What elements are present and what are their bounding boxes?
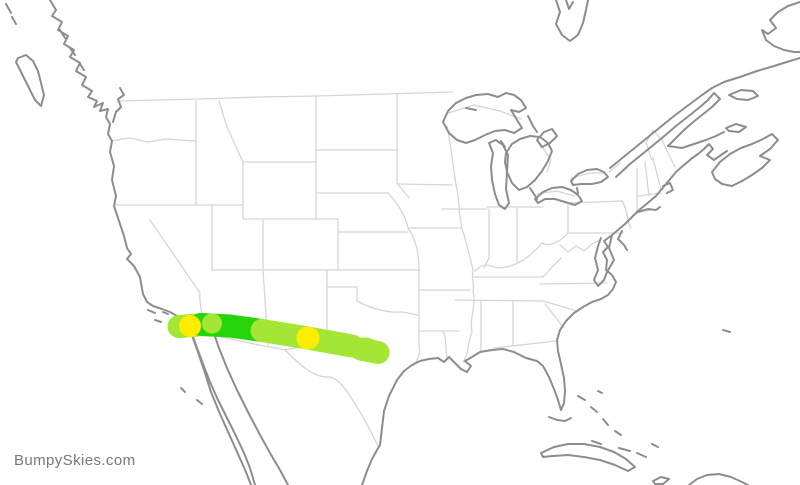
turbulence-marker-2 [202,313,222,334]
vancouver-island [15,54,45,107]
lake-michigan [488,139,510,210]
bahamas [577,390,659,458]
coastline-baja-inner [190,330,252,485]
border-wa-or [110,137,197,143]
border-us-canada [117,91,453,102]
border-id-mt [218,100,244,163]
lake-ontario [570,168,609,186]
border-delaware-river [621,200,632,229]
border-wv-va [559,239,601,253]
cuba [540,443,636,472]
flight-path [167,313,390,364]
border-ks-mo [407,227,420,271]
chesapeake-bay [593,230,628,287]
long-island [637,206,661,213]
border-ga-sc [544,303,565,329]
georgian-bay [536,128,558,148]
anticosti-island [728,89,759,101]
border-ok-panhandle [326,286,358,302]
coastline-gulf [361,348,562,485]
coastline-mexico-west [212,330,289,485]
coastlines [5,0,800,485]
border-ga-fl [493,340,557,349]
turbulence-marker-4 [354,337,378,362]
coastline-puget-sound [112,87,125,123]
isle-royale [465,107,477,111]
border-new-england [636,129,676,215]
border-red-river [356,300,419,316]
border-tn-rows [454,276,544,302]
st-lawrence-river [609,87,725,178]
border-pa-ny [567,200,623,204]
border-missouri-river [387,192,409,229]
nova-scotia [711,133,779,187]
border-ohio-river [474,232,569,272]
turbulence-marker-3 [296,326,320,350]
jamaica [652,476,670,485]
turbulence-marker-1 [179,315,201,337]
border-il-in [483,208,490,269]
lake-connectors [500,115,579,200]
border-mississippi-river [446,125,475,363]
bermuda [722,329,731,333]
pacific-islands [5,3,203,405]
border-nc-sc [542,300,578,312]
lake-superior [442,92,527,144]
border-la-ms [442,330,449,361]
prince-edward-island [725,123,747,133]
hudson-bay [555,0,589,42]
coastline-pacific [49,0,256,485]
quebec-north-shore [711,57,800,89]
hispaniola [688,473,749,485]
border-mn-west [396,92,410,199]
border-canada-through-lakes [447,104,621,197]
state-borders [110,91,676,447]
newfoundland [761,1,800,53]
watermark: BumpySkies.com [14,452,136,469]
border-ca-nv [149,219,201,294]
border-ky-va [542,257,562,278]
coastline-atlantic [556,143,728,411]
florida-keys [548,416,572,422]
border-rio-grande [284,349,379,447]
lake-huron [504,135,553,191]
cape-cod [662,182,674,194]
border-mn-ia [396,183,453,186]
lake-erie [534,186,583,206]
